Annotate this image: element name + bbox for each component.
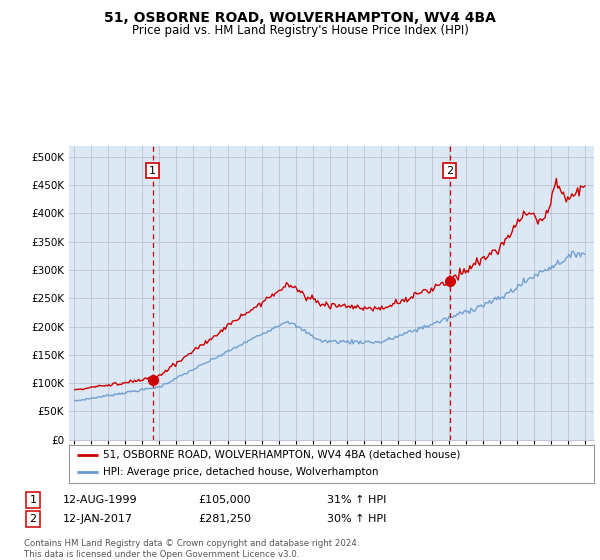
Text: 1: 1 — [29, 495, 37, 505]
Text: £105,000: £105,000 — [198, 495, 251, 505]
Text: Price paid vs. HM Land Registry's House Price Index (HPI): Price paid vs. HM Land Registry's House … — [131, 24, 469, 37]
Text: Contains HM Land Registry data © Crown copyright and database right 2024.
This d: Contains HM Land Registry data © Crown c… — [24, 539, 359, 559]
Text: 51, OSBORNE ROAD, WOLVERHAMPTON, WV4 4BA: 51, OSBORNE ROAD, WOLVERHAMPTON, WV4 4BA — [104, 11, 496, 25]
Text: 12-AUG-1999: 12-AUG-1999 — [63, 495, 137, 505]
Text: 31% ↑ HPI: 31% ↑ HPI — [327, 495, 386, 505]
Text: 2: 2 — [446, 166, 454, 176]
Text: 30% ↑ HPI: 30% ↑ HPI — [327, 514, 386, 524]
Text: 1: 1 — [149, 166, 156, 176]
Text: 12-JAN-2017: 12-JAN-2017 — [63, 514, 133, 524]
Text: £281,250: £281,250 — [198, 514, 251, 524]
Text: 2: 2 — [29, 514, 37, 524]
Text: 51, OSBORNE ROAD, WOLVERHAMPTON, WV4 4BA (detached house): 51, OSBORNE ROAD, WOLVERHAMPTON, WV4 4BA… — [103, 450, 461, 460]
Text: HPI: Average price, detached house, Wolverhampton: HPI: Average price, detached house, Wolv… — [103, 468, 379, 478]
